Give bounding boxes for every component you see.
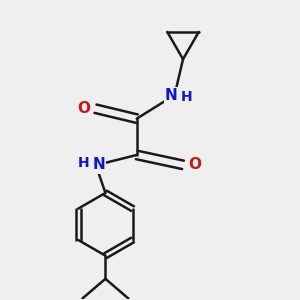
Text: N: N	[92, 158, 105, 172]
Text: O: O	[188, 158, 201, 172]
Text: H: H	[78, 156, 90, 170]
Text: N: N	[165, 88, 178, 103]
Text: O: O	[77, 101, 91, 116]
Text: H: H	[181, 90, 192, 104]
